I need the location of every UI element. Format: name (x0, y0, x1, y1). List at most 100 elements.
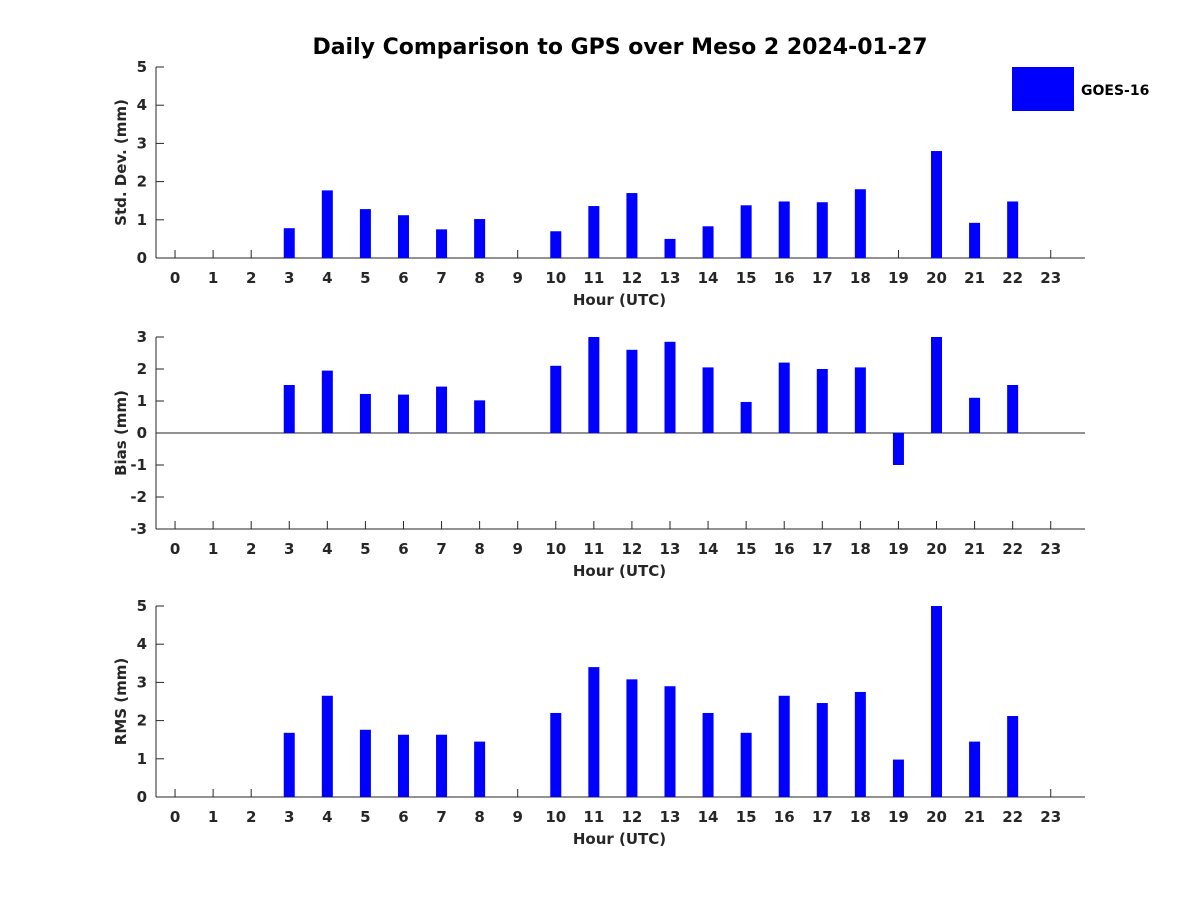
bar (740, 732, 752, 797)
x-tick-label: 15 (736, 808, 757, 826)
x-tick-label: 14 (698, 540, 719, 558)
bar (702, 226, 714, 258)
bar (702, 367, 714, 433)
bar (474, 219, 486, 258)
x-tick-label: 10 (545, 269, 566, 287)
x-tick-label: 7 (436, 808, 446, 826)
bar (854, 189, 866, 258)
x-tick-label: 23 (1040, 540, 1061, 558)
x-tick-label: 1 (208, 808, 218, 826)
y-tick-label: 3 (137, 328, 147, 346)
bar (816, 369, 828, 433)
x-tick-label: 22 (1002, 540, 1023, 558)
bar (550, 712, 562, 797)
bar (397, 734, 409, 797)
bar (969, 741, 981, 797)
x-tick-label: 18 (850, 269, 871, 287)
bar (283, 732, 295, 797)
x-tick-label: 10 (545, 540, 566, 558)
x-tick-label: 9 (512, 269, 522, 287)
bar (816, 202, 828, 258)
x-tick-label: 2 (246, 269, 256, 287)
y-tick-label: 3 (137, 673, 147, 691)
x-tick-label: 23 (1040, 269, 1061, 287)
bar (854, 367, 866, 433)
bar (778, 201, 790, 258)
bar (1007, 716, 1019, 797)
bar (397, 215, 409, 258)
bar (474, 400, 486, 433)
bar (664, 686, 676, 797)
bar (1007, 385, 1019, 433)
x-tick-label: 21 (964, 540, 985, 558)
y-tick-label: 1 (137, 750, 147, 768)
bar (854, 691, 866, 797)
x-tick-label: 2 (246, 808, 256, 826)
legend: GOES-16 (1012, 67, 1149, 111)
y-tick-label: 1 (137, 392, 147, 410)
x-tick-label: 11 (583, 808, 604, 826)
bar (436, 229, 448, 258)
bar (816, 703, 828, 797)
x-tick-label: 11 (583, 269, 604, 287)
bar (778, 362, 790, 433)
x-tick-label: 3 (284, 540, 294, 558)
x-tick-label: 6 (398, 540, 408, 558)
x-tick-label: 13 (660, 808, 681, 826)
bar (436, 386, 448, 433)
x-tick-label: 20 (926, 808, 947, 826)
bar (931, 606, 943, 797)
bar (588, 337, 600, 433)
y-axis-label: Bias (mm) (112, 390, 130, 476)
x-tick-label: 13 (660, 540, 681, 558)
bar (321, 190, 333, 258)
bar (550, 365, 562, 433)
x-tick-label: 6 (398, 808, 408, 826)
x-tick-label: 9 (512, 540, 522, 558)
x-tick-label: 5 (360, 808, 370, 826)
bar (588, 206, 600, 258)
x-tick-label: 22 (1002, 269, 1023, 287)
y-tick-label: 4 (137, 96, 147, 114)
x-tick-label: 16 (774, 808, 795, 826)
x-tick-label: 1 (208, 540, 218, 558)
x-tick-label: 17 (812, 269, 833, 287)
x-tick-label: 4 (322, 808, 332, 826)
x-tick-label: 23 (1040, 808, 1061, 826)
x-tick-label: 0 (170, 269, 180, 287)
bar (969, 222, 981, 258)
bar (550, 231, 562, 258)
y-tick-label: -3 (130, 520, 147, 538)
y-tick-label: 1 (137, 211, 147, 229)
x-tick-label: 18 (850, 540, 871, 558)
bar (359, 393, 371, 433)
x-tick-label: 10 (545, 808, 566, 826)
x-tick-label: 7 (436, 269, 446, 287)
legend-swatch (1012, 67, 1074, 111)
y-tick-label: 2 (137, 360, 147, 378)
bar (283, 228, 295, 258)
y-axis-label: Std. Dev. (mm) (112, 99, 130, 226)
x-tick-label: 3 (284, 269, 294, 287)
y-tick-label: 5 (137, 597, 147, 615)
y-tick-label: 3 (137, 134, 147, 152)
bar (740, 401, 752, 433)
x-tick-label: 17 (812, 808, 833, 826)
x-tick-label: 13 (660, 269, 681, 287)
y-tick-label: 0 (137, 249, 147, 267)
bar (664, 238, 676, 258)
x-tick-label: 0 (170, 808, 180, 826)
x-tick-label: 18 (850, 808, 871, 826)
x-axis-label: Hour (UTC) (573, 291, 666, 309)
x-tick-label: 21 (964, 269, 985, 287)
y-tick-label: 0 (137, 424, 147, 442)
x-tick-label: 4 (322, 540, 332, 558)
y-axis-label: RMS (mm) (112, 658, 130, 745)
x-tick-label: 11 (583, 540, 604, 558)
bar (778, 695, 790, 797)
bar (931, 337, 943, 433)
x-tick-label: 19 (888, 269, 909, 287)
